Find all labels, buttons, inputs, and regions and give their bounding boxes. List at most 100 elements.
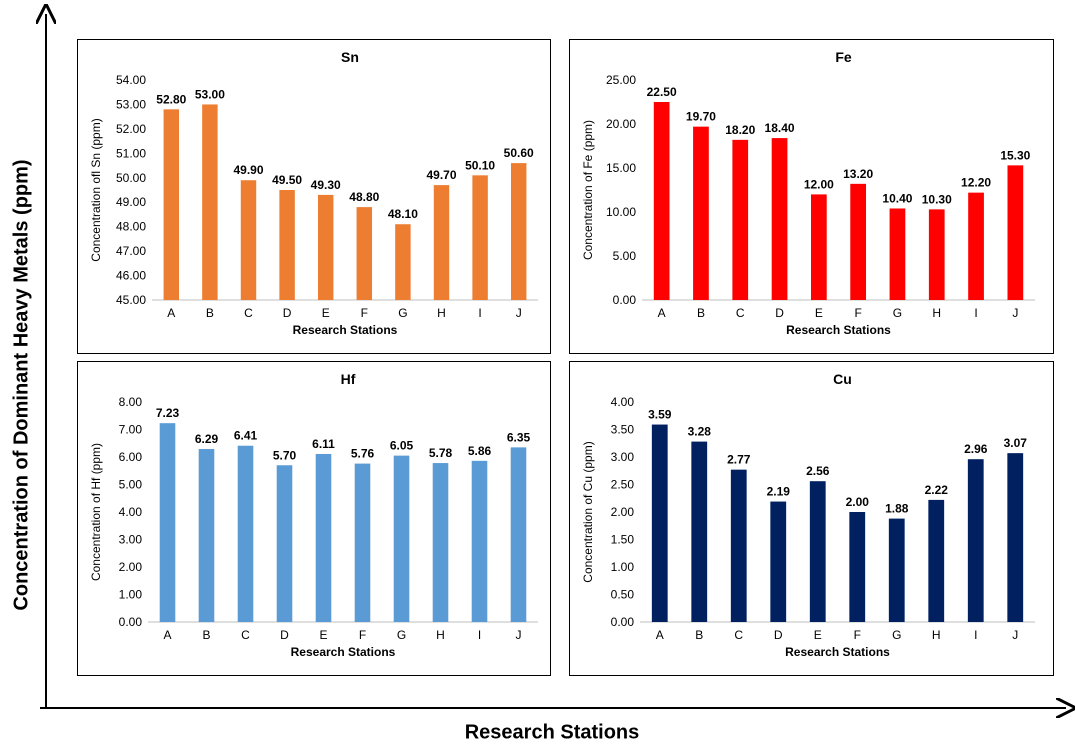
y-tick-label: 50.00 (116, 171, 146, 185)
bar-E (317, 194, 334, 300)
data-label-G: 6.05 (390, 439, 414, 453)
data-label-D: 18.40 (765, 121, 795, 135)
y-tick-label: 7.00 (119, 423, 143, 437)
bar-G (393, 455, 410, 622)
data-label-D: 2.19 (767, 485, 791, 499)
chart-title: Hf (341, 371, 356, 387)
bar-A (159, 423, 176, 622)
x-tick-label: E (319, 628, 327, 642)
y-tick-label: 3.00 (611, 450, 635, 464)
y-tick-label: 10.00 (606, 205, 636, 219)
data-label-B: 3.28 (688, 425, 712, 439)
x-tick-label: I (478, 628, 481, 642)
data-label-H: 2.22 (925, 483, 949, 497)
data-label-G: 48.10 (388, 207, 418, 221)
y-tick-label: 4.00 (611, 395, 635, 409)
data-label-E: 49.30 (311, 178, 341, 192)
data-label-I: 2.96 (964, 442, 988, 456)
x-tick-label: J (516, 306, 522, 320)
y-tick-label: 5.00 (119, 478, 143, 492)
y-tick-label: 51.00 (116, 146, 146, 160)
y-tick-label: 48.00 (116, 220, 146, 234)
y-tick-label: 6.00 (119, 450, 143, 464)
chart-title: Fe (835, 49, 852, 65)
x-axis-label: Research Stations (786, 323, 891, 337)
y-tick-label: 0.00 (613, 293, 637, 307)
y-tick-label: 0.50 (611, 588, 635, 602)
x-tick-label: G (892, 628, 901, 642)
x-axis-label: Research Stations (291, 645, 396, 659)
bar-H (928, 209, 945, 300)
figure-x-axis-label: Research Stations (464, 721, 640, 744)
bar-G (395, 224, 411, 300)
y-tick-label: 2.50 (611, 478, 635, 492)
x-axis-label: Research Stations (785, 645, 890, 659)
data-label-E: 6.11 (312, 437, 335, 451)
data-label-A: 7.23 (156, 406, 180, 420)
bar-B (691, 441, 708, 622)
data-label-C: 2.77 (727, 453, 751, 467)
y-tick-label: 45.00 (116, 293, 146, 307)
y-tick-label: 52.00 (116, 122, 146, 136)
y-axis-label: Concentration ofl Sn (ppm) (89, 118, 103, 261)
bar-F (850, 183, 867, 300)
chart-svg: Cu 0.00 0.50 1.00 1.50 2.00 2.50 3.00 3.50 4.00 3.… (581, 371, 1035, 659)
bar-D (770, 501, 787, 622)
data-label-C: 18.20 (725, 123, 755, 137)
x-tick-label: F (361, 306, 368, 320)
bar-D (771, 138, 788, 300)
chart-svg: Fe 0.00 5.00 10.00 15.00 20.00 25.00 22.50 A 19.7… (581, 49, 1035, 337)
bar-J (510, 447, 527, 622)
x-tick-label: C (241, 628, 250, 642)
y-tick-label: 49.00 (116, 195, 146, 209)
y-tick-label: 3.50 (611, 423, 635, 437)
y-tick-label: 25.00 (606, 73, 636, 87)
y-tick-label: 1.50 (611, 533, 635, 547)
x-tick-label: B (202, 628, 210, 642)
x-tick-label: C (734, 628, 743, 642)
bar-G (888, 518, 905, 622)
bar-F (849, 512, 866, 622)
y-tick-label: 1.00 (611, 560, 635, 574)
x-tick-label: I (974, 628, 977, 642)
y-axis-label: Concentration of Fe (ppm) (581, 120, 595, 260)
y-tick-label: 54.00 (116, 73, 146, 87)
bar-I (967, 459, 984, 622)
x-tick-label: A (163, 628, 171, 642)
data-label-C: 49.90 (233, 163, 263, 177)
data-label-E: 2.56 (806, 464, 830, 478)
data-label-H: 10.30 (922, 192, 952, 206)
data-label-A: 22.50 (647, 85, 677, 99)
data-label-F: 5.76 (351, 447, 375, 461)
bar-C (237, 445, 254, 622)
bar-E (810, 194, 827, 300)
data-label-I: 5.86 (468, 444, 492, 458)
x-tick-label: H (436, 628, 445, 642)
y-tick-label: 1.00 (119, 588, 143, 602)
data-label-H: 5.78 (429, 446, 453, 460)
bar-I (472, 175, 488, 300)
y-axis-label: Concentration of Hf (ppm) (89, 443, 103, 581)
chart-panel-cu: Cu 0.00 0.50 1.00 1.50 2.00 2.50 3.00 3.50 4.00 3.… (569, 361, 1054, 676)
bar-F (354, 463, 371, 622)
bar-F (356, 207, 373, 300)
y-tick-label: 0.00 (611, 615, 635, 629)
bar-E (315, 453, 332, 622)
bar-J (1007, 453, 1024, 622)
chart-title: Sn (341, 49, 359, 65)
data-label-J: 6.35 (507, 430, 531, 444)
x-tick-label: G (397, 628, 406, 642)
data-label-B: 53.00 (195, 87, 225, 101)
figure-y-axis-label: Concentration of Dominant Heavy Metals (… (10, 159, 33, 611)
x-tick-label: D (283, 306, 292, 320)
bar-A (651, 424, 668, 622)
data-label-I: 50.10 (465, 158, 495, 172)
bar-I (471, 460, 488, 622)
x-tick-label: F (359, 628, 366, 642)
bar-H (432, 463, 449, 622)
y-tick-label: 0.00 (119, 615, 143, 629)
bar-A (653, 102, 670, 300)
chart-panel-hf: Hf 0.00 1.00 2.00 3.00 4.00 5.00 6.00 7.00 8.00 7.… (77, 361, 551, 676)
y-tick-label: 4.00 (119, 505, 143, 519)
